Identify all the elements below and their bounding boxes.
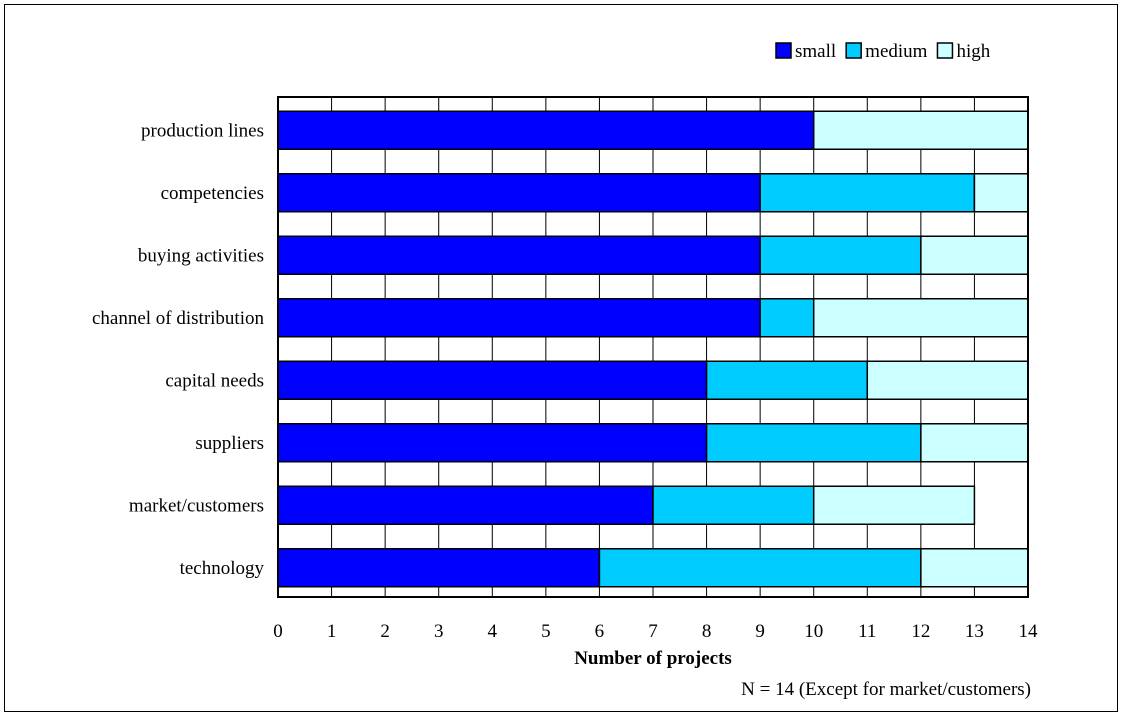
bar-segment-small xyxy=(277,360,708,400)
x-tick-label: 1 xyxy=(327,621,337,642)
bar-segment-small xyxy=(277,423,708,463)
bar-segment-high xyxy=(812,298,1029,338)
bar-segment-medium xyxy=(759,235,922,275)
x-tick-label: 14 xyxy=(1019,621,1039,642)
x-tick-label: 9 xyxy=(755,621,765,642)
bar-segment-high xyxy=(920,548,1029,588)
x-tick-label: 12 xyxy=(911,621,930,642)
bar-segment-medium xyxy=(705,423,922,463)
bars xyxy=(277,110,1029,588)
bar-segment-medium xyxy=(652,485,815,525)
bar-segment-small xyxy=(277,298,761,338)
x-axis-title: Number of projects xyxy=(574,648,732,669)
x-tick-label: 13 xyxy=(965,621,984,642)
bar-segment-high xyxy=(866,360,1029,400)
legend-swatch-small xyxy=(775,42,792,59)
bar-segment-medium xyxy=(759,173,976,213)
bar-segment-small xyxy=(277,548,601,588)
x-tick-label: 0 xyxy=(273,621,283,642)
category-label: market/customers xyxy=(129,495,264,516)
x-tick-label: 3 xyxy=(434,621,444,642)
x-tick-label: 4 xyxy=(488,621,498,642)
bar-segment-small xyxy=(277,485,654,525)
legend: small medium high xyxy=(775,41,991,62)
category-label: capital needs xyxy=(165,370,264,391)
bar-segment-high xyxy=(812,485,976,525)
category-label: competencies xyxy=(161,183,264,204)
category-label: suppliers xyxy=(195,433,264,454)
legend-label-medium: medium xyxy=(865,41,927,62)
x-tick-label: 7 xyxy=(648,621,658,642)
x-tick-label: 2 xyxy=(380,621,390,642)
legend-label-small: small xyxy=(795,41,836,62)
chart-note: N = 14 (Except for market/customers) xyxy=(741,679,1031,700)
bar-segment-medium xyxy=(759,298,815,338)
category-labels: production lines competencies buying activ… xyxy=(92,120,265,579)
bar-segment-small xyxy=(277,110,815,150)
bar-segment-high xyxy=(812,110,1029,150)
bar-segment-medium xyxy=(598,548,922,588)
x-tick-label: 6 xyxy=(595,621,605,642)
legend-swatch-medium xyxy=(845,42,862,59)
plot-area-border xyxy=(277,96,1029,598)
chart-frame xyxy=(4,4,1118,712)
bar-segment-high xyxy=(920,423,1029,463)
x-tick-label: 5 xyxy=(541,621,551,642)
bar-segment-small xyxy=(277,235,761,275)
bar-segment-high xyxy=(920,235,1029,275)
legend-label-high: high xyxy=(956,41,990,62)
x-tick-label: 8 xyxy=(702,621,712,642)
bar-segment-high xyxy=(973,173,1029,213)
x-tick-label: 11 xyxy=(858,621,876,642)
bar-segment-small xyxy=(277,173,761,213)
category-label: buying activities xyxy=(138,245,264,266)
x-tick-label: 10 xyxy=(804,621,823,642)
category-label: channel of distribution xyxy=(92,308,265,329)
category-label: technology xyxy=(180,558,265,579)
bar-segment-medium xyxy=(705,360,869,400)
legend-swatch-high xyxy=(936,42,954,59)
category-label: production lines xyxy=(141,120,264,141)
x-tick-labels: 0 1 2 3 4 5 6 7 8 9 10 11 12 13 14 xyxy=(273,621,1038,642)
